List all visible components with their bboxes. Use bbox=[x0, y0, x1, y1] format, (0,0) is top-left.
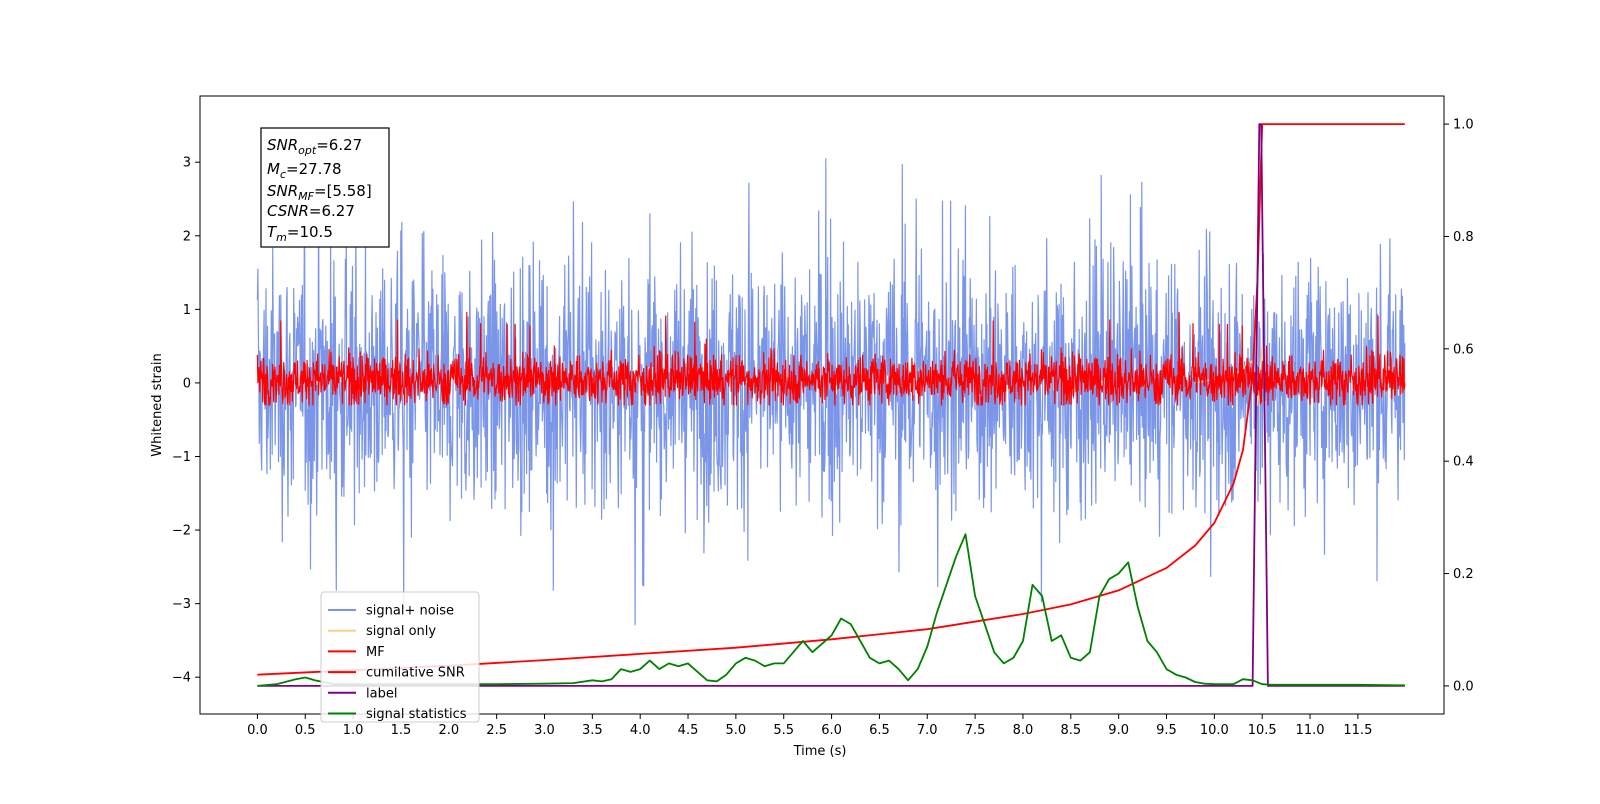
info-snr-mf: SNRMF=[5.58] bbox=[267, 182, 372, 203]
plot-frame bbox=[199, 95, 1445, 715]
x-axis-ticks: 0.0 0.5 1.0 1.5 2.0 2.5 3.0 3.5 4.0 4.5 5.0 5.5 6.0 6… bbox=[247, 714, 1372, 738]
x-tick-label: 5.5 bbox=[773, 723, 794, 738]
y-right-tick-label: 0.4 bbox=[1453, 455, 1474, 470]
series-mf-line bbox=[256, 311, 1406, 406]
x-tick-label: 9.0 bbox=[1108, 723, 1129, 738]
y-left-axis-ticks: 3 2 1 0 −1 −2 −3 −4 bbox=[172, 156, 200, 686]
y-left-tick-label: −3 bbox=[172, 597, 191, 612]
legend-label-mf: MF bbox=[366, 645, 385, 660]
y-axis-label: Whitened strain bbox=[150, 353, 165, 456]
x-tick-label: 7.0 bbox=[917, 723, 938, 738]
x-tick-label: 8.5 bbox=[1060, 723, 1081, 738]
series-layer bbox=[256, 123, 1406, 687]
x-tick-label: 0.0 bbox=[247, 723, 268, 738]
x-tick-label: 6.0 bbox=[821, 723, 842, 738]
info-box: SNRopt=6.27 Mc=27.78 SNRMF=[5.58] CSNR=6… bbox=[260, 127, 390, 248]
legend-label-signal-noise: signal+ noise bbox=[366, 604, 454, 619]
info-csnr: CSNR=6.27 bbox=[267, 202, 355, 220]
y-right-tick-label: 1.0 bbox=[1453, 118, 1474, 133]
legend-label-label: label bbox=[366, 686, 397, 701]
legend-label-signal-statistics: signal statistics bbox=[366, 707, 467, 722]
y-right-tick-label: 0.2 bbox=[1453, 567, 1474, 582]
info-mc: Mc=27.78 bbox=[267, 160, 342, 181]
series-label-line bbox=[257, 123, 1405, 687]
y-left-tick-label: −4 bbox=[172, 671, 191, 686]
x-tick-label: 10.0 bbox=[1200, 723, 1229, 738]
x-tick-label: 2.5 bbox=[486, 723, 507, 738]
x-tick-label: 9.5 bbox=[1156, 723, 1177, 738]
x-tick-label: 7.5 bbox=[965, 723, 986, 738]
x-axis-label: Time (s) bbox=[793, 744, 847, 759]
x-tick-label: 11.5 bbox=[1343, 723, 1372, 738]
x-tick-label: 11.0 bbox=[1296, 723, 1325, 738]
y-left-tick-label: 2 bbox=[183, 229, 191, 244]
series-cumilative-snr-line bbox=[257, 123, 1405, 676]
legend-label-cumilative-snr: cumilative SNR bbox=[366, 666, 465, 681]
x-tick-label: 3.5 bbox=[582, 723, 603, 738]
y-right-tick-label: 0.6 bbox=[1453, 342, 1474, 357]
legend: signal+ noise signal only MF cumilative SNR… bbox=[320, 591, 480, 723]
y-left-tick-label: −1 bbox=[172, 450, 191, 465]
y-left-tick-label: 1 bbox=[183, 303, 191, 318]
info-tm: Tm=10.5 bbox=[267, 223, 333, 244]
y-left-tick-label: 3 bbox=[183, 156, 191, 171]
y-right-tick-label: 0.8 bbox=[1453, 230, 1474, 245]
x-tick-label: 5.0 bbox=[726, 723, 747, 738]
x-tick-label: 4.0 bbox=[630, 723, 651, 738]
y-left-tick-label: −2 bbox=[172, 524, 191, 539]
x-tick-label: 0.5 bbox=[295, 723, 316, 738]
x-tick-label: 1.5 bbox=[391, 723, 412, 738]
y-left-tick-label: 0 bbox=[183, 376, 191, 391]
x-tick-label: 1.0 bbox=[343, 723, 364, 738]
y-right-axis-ticks: 1.0 0.8 0.6 0.4 0.2 0.0 bbox=[1444, 118, 1474, 694]
x-tick-label: 2.0 bbox=[438, 723, 459, 738]
legend-label-signal-only: signal only bbox=[366, 624, 436, 639]
series-signal-statistics-line bbox=[257, 533, 1405, 687]
x-tick-label: 4.5 bbox=[678, 723, 699, 738]
x-tick-label: 6.5 bbox=[869, 723, 890, 738]
x-tick-label: 3.0 bbox=[534, 723, 555, 738]
info-snr-opt: SNRopt=6.27 bbox=[267, 136, 362, 157]
x-tick-label: 10.5 bbox=[1248, 723, 1277, 738]
x-tick-label: 8.0 bbox=[1013, 723, 1034, 738]
y-right-tick-label: 0.0 bbox=[1453, 679, 1474, 694]
